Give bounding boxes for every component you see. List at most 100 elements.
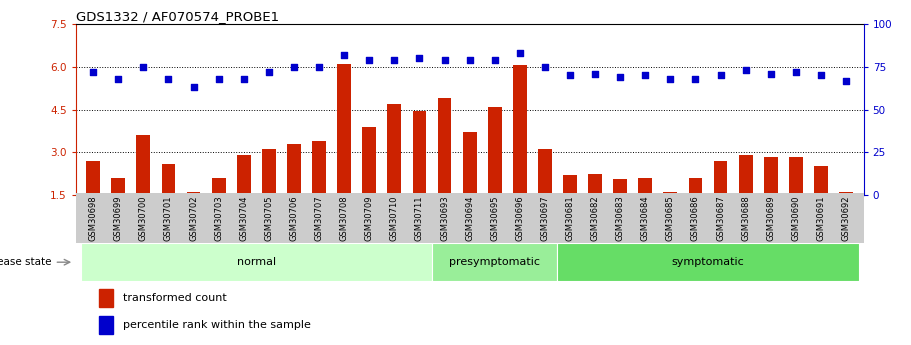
Bar — [111, 178, 125, 195]
Text: GSM30705: GSM30705 — [264, 196, 273, 241]
Point — [337, 52, 352, 58]
Text: GSM30685: GSM30685 — [666, 196, 675, 241]
Text: GSM30689: GSM30689 — [766, 196, 775, 241]
Point — [261, 69, 276, 75]
Bar — [463, 132, 476, 195]
Text: GSM30693: GSM30693 — [440, 196, 449, 241]
Text: GSM30704: GSM30704 — [240, 196, 249, 241]
Bar — [613, 179, 627, 195]
Point — [362, 57, 376, 63]
Point — [763, 71, 778, 77]
Bar — [363, 127, 376, 195]
Text: normal: normal — [237, 257, 276, 267]
Bar — [689, 178, 702, 195]
Bar — [839, 192, 853, 195]
Point — [186, 85, 200, 90]
Point — [237, 76, 251, 81]
Bar — [81, 243, 432, 281]
Text: disease state: disease state — [0, 257, 51, 267]
Point — [211, 76, 226, 81]
Point — [513, 50, 527, 56]
Text: GSM30694: GSM30694 — [466, 196, 474, 241]
Point — [412, 56, 426, 61]
Point — [638, 73, 652, 78]
Bar — [87, 161, 100, 195]
Bar — [387, 104, 401, 195]
Point — [739, 68, 753, 73]
Bar — [432, 243, 558, 281]
Bar — [237, 155, 251, 195]
Point — [161, 76, 176, 81]
Bar — [563, 175, 577, 195]
Text: GSM30691: GSM30691 — [816, 196, 825, 241]
Point — [613, 74, 628, 80]
Text: GSM30708: GSM30708 — [340, 196, 349, 241]
Bar — [789, 157, 803, 195]
Point — [136, 64, 150, 70]
Point — [437, 57, 452, 63]
Text: GSM30710: GSM30710 — [390, 196, 399, 241]
Text: symptomatic: symptomatic — [671, 257, 744, 267]
Bar — [437, 98, 452, 195]
Text: GSM30686: GSM30686 — [691, 196, 700, 242]
Point — [563, 73, 578, 78]
Bar — [287, 144, 301, 195]
Point — [814, 73, 828, 78]
Bar — [739, 155, 752, 195]
Text: GDS1332 / AF070574_PROBE1: GDS1332 / AF070574_PROBE1 — [76, 10, 279, 23]
Text: GSM30701: GSM30701 — [164, 196, 173, 241]
Bar — [814, 167, 828, 195]
Bar — [337, 64, 351, 195]
Text: GSM30702: GSM30702 — [189, 196, 198, 241]
Point — [663, 76, 678, 81]
Bar — [262, 149, 276, 195]
Text: GSM30690: GSM30690 — [792, 196, 801, 241]
Point — [487, 57, 502, 63]
Bar — [763, 157, 778, 195]
Bar — [513, 66, 527, 195]
Point — [387, 57, 402, 63]
Point — [537, 64, 552, 70]
Text: presymptomatic: presymptomatic — [449, 257, 540, 267]
Bar — [713, 161, 728, 195]
Bar — [99, 316, 114, 334]
Text: GSM30696: GSM30696 — [516, 196, 525, 241]
Bar — [187, 192, 200, 195]
Bar — [639, 178, 652, 195]
Point — [462, 57, 476, 63]
Point — [111, 76, 126, 81]
Text: GSM30699: GSM30699 — [114, 196, 123, 241]
Text: GSM30698: GSM30698 — [88, 196, 97, 241]
Point — [839, 78, 854, 83]
Point — [588, 71, 602, 77]
Point — [287, 64, 302, 70]
Bar — [538, 149, 552, 195]
Text: GSM30683: GSM30683 — [616, 196, 625, 242]
Text: GSM30681: GSM30681 — [566, 196, 575, 241]
Bar — [487, 107, 502, 195]
Point — [789, 69, 804, 75]
Bar — [558, 243, 858, 281]
Bar — [137, 135, 150, 195]
Bar — [312, 141, 326, 195]
Text: GSM30692: GSM30692 — [842, 196, 851, 241]
Text: transformed count: transformed count — [123, 293, 227, 303]
Text: GSM30687: GSM30687 — [716, 196, 725, 242]
Bar — [589, 174, 602, 195]
Bar — [99, 289, 114, 307]
Point — [688, 76, 702, 81]
Point — [86, 69, 100, 75]
Text: GSM30711: GSM30711 — [415, 196, 424, 241]
Text: GSM30706: GSM30706 — [290, 196, 299, 241]
Text: percentile rank within the sample: percentile rank within the sample — [123, 319, 311, 329]
Bar — [663, 192, 677, 195]
Text: GSM30688: GSM30688 — [742, 196, 750, 242]
Text: GSM30682: GSM30682 — [590, 196, 599, 241]
Point — [713, 73, 728, 78]
Text: GSM30703: GSM30703 — [214, 196, 223, 241]
Text: GSM30707: GSM30707 — [314, 196, 323, 241]
Bar — [413, 111, 426, 195]
Text: GSM30709: GSM30709 — [364, 196, 374, 241]
Point — [312, 64, 326, 70]
Text: GSM30697: GSM30697 — [540, 196, 549, 241]
